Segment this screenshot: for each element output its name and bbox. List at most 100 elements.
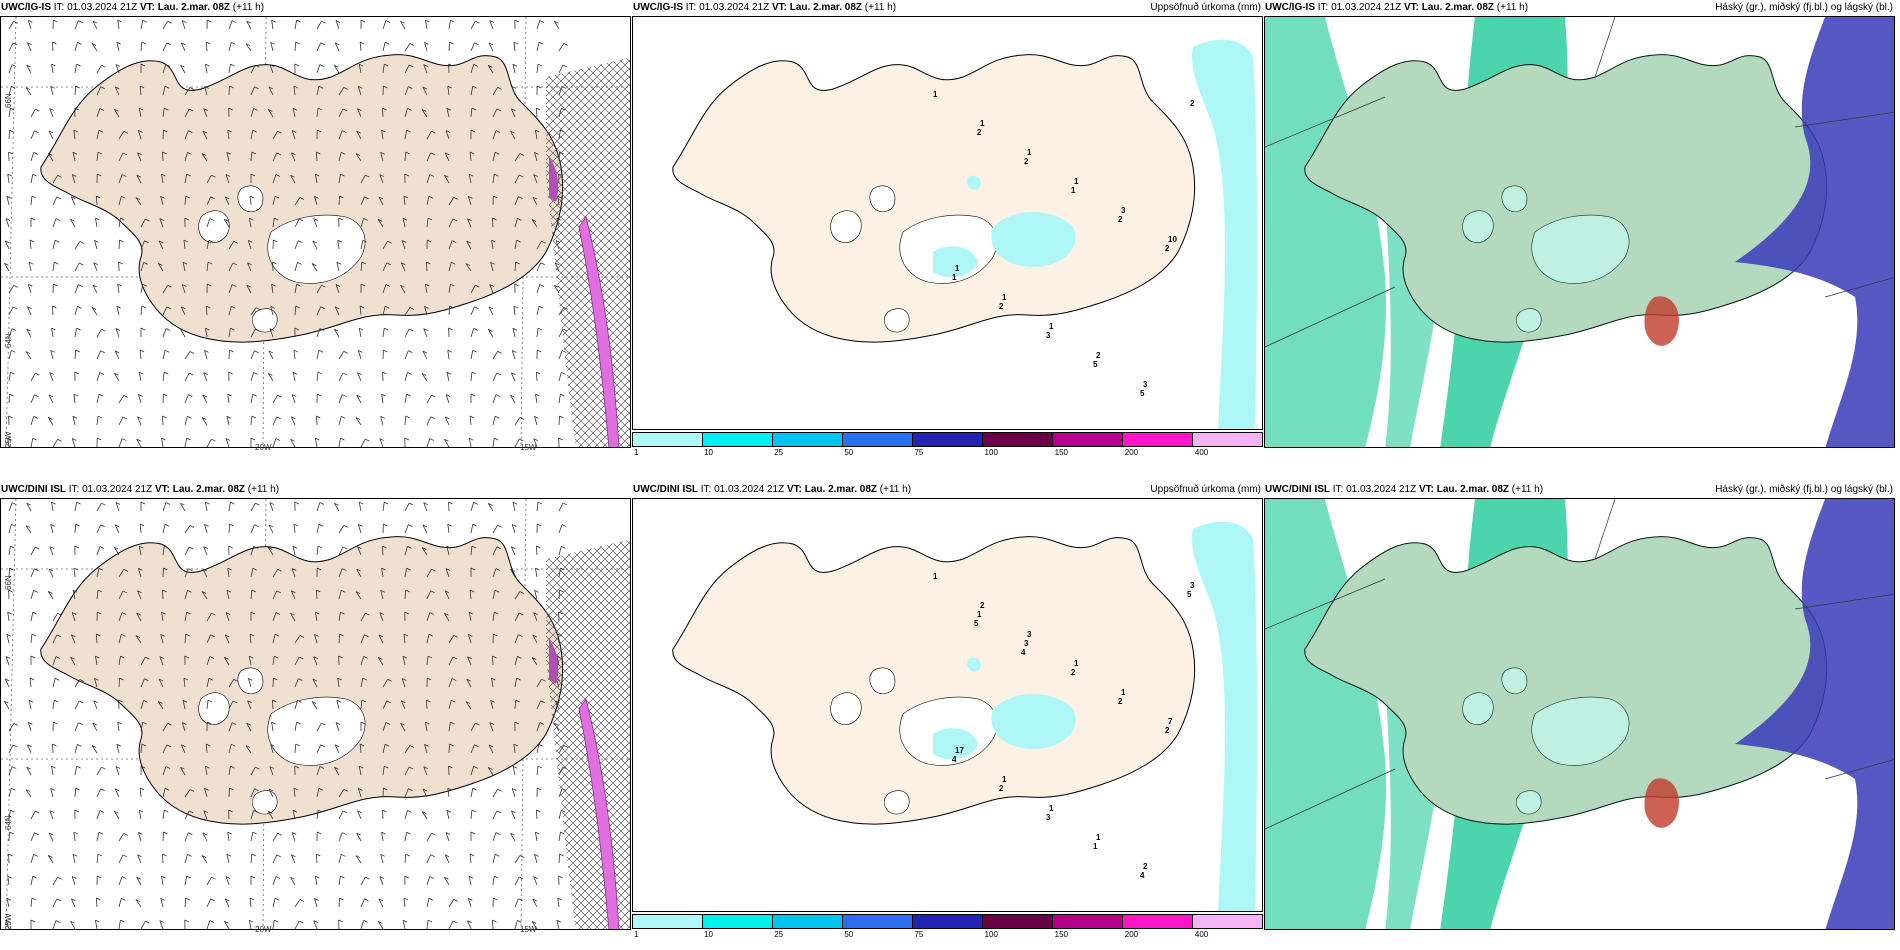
colorbar-cell bbox=[843, 433, 913, 446]
colorbar-cell bbox=[913, 433, 983, 446]
glacier bbox=[267, 696, 366, 766]
precip-value-label: 1 bbox=[980, 119, 985, 128]
low-cloud bbox=[1644, 778, 1679, 828]
jet-streak bbox=[578, 698, 620, 929]
panel-title: UWC/DINI ISL IT: 01.03.2024 21Z VT: Lau.… bbox=[1265, 482, 1543, 498]
colorbar-tick: 50 bbox=[844, 448, 854, 457]
precip-value-label: 5 bbox=[1187, 590, 1192, 599]
init-time-label: IT: bbox=[1317, 2, 1329, 13]
lead-time: (+11 h) bbox=[1511, 484, 1544, 495]
precip-value-label: 2 bbox=[1190, 99, 1195, 108]
glacier bbox=[883, 790, 910, 815]
glacier bbox=[1462, 210, 1494, 243]
axis-label-lon25: 25W bbox=[4, 913, 13, 930]
precip-value-label: 1 bbox=[977, 610, 982, 619]
precip-area bbox=[1192, 521, 1258, 911]
iceland-land bbox=[672, 536, 1196, 825]
colorbar-cell bbox=[703, 915, 773, 928]
panel-title: UWC/DINI ISL IT: 01.03.2024 21Z VT: Lau.… bbox=[633, 482, 911, 498]
panel-title: UWC/IG-IS IT: 01.03.2024 21Z VT: Lau. 2.… bbox=[1, 0, 264, 16]
precip-value-label: 2 bbox=[1071, 668, 1076, 677]
colorbar-tick: 1 bbox=[634, 448, 639, 457]
colorbar-cell bbox=[773, 433, 843, 446]
valid-time: Lau. 2.mar. 08Z bbox=[157, 2, 231, 13]
precip-value-label: 1 bbox=[1049, 322, 1054, 331]
valid-time-label: VT: bbox=[1418, 484, 1434, 495]
glacier bbox=[869, 667, 896, 694]
glacier bbox=[198, 692, 230, 725]
precip-value-label: 1 bbox=[1002, 293, 1007, 302]
map-svg bbox=[1, 17, 630, 447]
colorbar-cell bbox=[913, 915, 983, 928]
boundary-line bbox=[1594, 17, 1616, 78]
colorbar-cell bbox=[773, 915, 843, 928]
axis-label-lat66: 66N bbox=[4, 93, 13, 108]
map-svg bbox=[1, 499, 630, 929]
precip-value-label: 1 bbox=[1074, 177, 1079, 186]
mid-cloud bbox=[1735, 499, 1894, 929]
colorbar-tick: 50 bbox=[844, 930, 854, 939]
valid-time: Lau. 2.mar. 08Z bbox=[1421, 2, 1495, 13]
valid-time-label: VT: bbox=[786, 484, 802, 495]
precip-value-label: 2 bbox=[1096, 351, 1101, 360]
colorbar-cell bbox=[1053, 915, 1123, 928]
colorbar-cell bbox=[633, 915, 703, 928]
glacier bbox=[1501, 667, 1528, 694]
low-cloud bbox=[1644, 296, 1679, 346]
map-panel-wind: UWC/IG-IS IT: 01.03.2024 21Z VT: Lau. 2.… bbox=[0, 0, 631, 452]
field-description: Uppsöfnuð úrkoma (mm) bbox=[1150, 484, 1261, 495]
precip-value-label: 2 bbox=[999, 784, 1004, 793]
map-panel-precip: UWC/IG-IS IT: 01.03.2024 21Z VT: Lau. 2.… bbox=[632, 0, 1263, 457]
precip-value-label: 1 bbox=[952, 273, 957, 282]
colorbar-tick: 150 bbox=[1054, 448, 1069, 457]
valid-time-label: VT: bbox=[154, 484, 170, 495]
init-time: 01.03.2024 21Z bbox=[82, 484, 153, 495]
precip-value-label: 4 bbox=[1021, 648, 1026, 657]
high-cloud bbox=[1265, 499, 1386, 929]
precip-value-label: 4 bbox=[1140, 871, 1145, 880]
precip-value-label: 2 bbox=[977, 128, 982, 137]
jet-streak bbox=[549, 639, 559, 684]
axis-label-lon20: 20W bbox=[255, 925, 272, 934]
boundary-line bbox=[1265, 286, 1396, 348]
colorbar-cell bbox=[633, 433, 703, 446]
model-name: UWC/DINI ISL bbox=[633, 484, 698, 495]
precip-value-label: 2 bbox=[980, 601, 985, 610]
map-svg bbox=[1265, 17, 1894, 447]
valid-time-label: VT: bbox=[1403, 2, 1419, 13]
precip-value-label: 3 bbox=[1027, 630, 1032, 639]
precip-area bbox=[933, 728, 978, 760]
valid-time: Lau. 2.mar. 08Z bbox=[172, 484, 246, 495]
precip-area bbox=[967, 657, 981, 672]
precip-value-label: 2 bbox=[999, 302, 1004, 311]
jet-streak bbox=[549, 157, 559, 202]
glacier bbox=[1501, 185, 1528, 212]
map-canvas bbox=[1264, 16, 1895, 448]
precip-value-label: 3 bbox=[1121, 206, 1126, 215]
map-panel-cloud: UWC/IG-IS IT: 01.03.2024 21Z VT: Lau. 2.… bbox=[1264, 0, 1895, 448]
precip-value-label: 3 bbox=[1046, 813, 1051, 822]
colorbar-tick: 75 bbox=[914, 448, 924, 457]
colorbar-tick: 1 bbox=[634, 930, 639, 939]
colorbar-cell bbox=[1193, 433, 1262, 446]
colorbar-cell bbox=[983, 915, 1053, 928]
precip-value-label: 1 bbox=[1027, 148, 1032, 157]
colorbar-cell bbox=[1123, 433, 1193, 446]
precip-value-label: 2 bbox=[1143, 862, 1148, 871]
glacier bbox=[869, 185, 896, 212]
field-description: Háský (gr.), miðský (fj.bl.) og lágský (… bbox=[1715, 2, 1893, 13]
precip-value-label: 1 bbox=[1121, 688, 1126, 697]
init-time: 01.03.2024 21Z bbox=[1346, 484, 1417, 495]
lead-time: (+11 h) bbox=[879, 484, 912, 495]
glacier bbox=[267, 214, 366, 284]
map-panel-cloud: UWC/DINI ISL IT: 01.03.2024 21Z VT: Lau.… bbox=[1264, 482, 1895, 930]
iceland-land bbox=[672, 54, 1196, 343]
precip-value-label: 1 bbox=[955, 264, 960, 273]
model-name: UWC/IG-IS bbox=[1265, 2, 1315, 13]
valid-time: Lau. 2.mar. 08Z bbox=[804, 484, 878, 495]
model-name: UWC/IG-IS bbox=[633, 2, 683, 13]
precip-value-label: 1 bbox=[1002, 775, 1007, 784]
boundary-line bbox=[1265, 96, 1386, 148]
